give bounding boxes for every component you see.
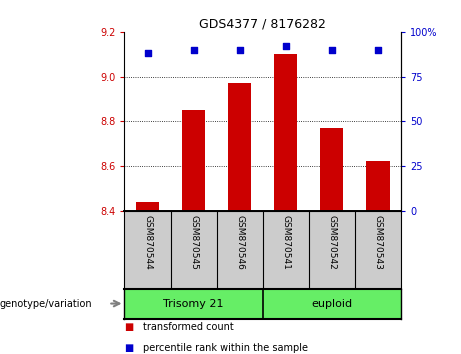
Text: GSM870544: GSM870544 (143, 215, 152, 269)
Bar (274, 54, 297, 211)
Text: percentile rank within the sample: percentile rank within the sample (143, 343, 308, 353)
Point (374, 47, 382, 53)
Point (144, 51, 151, 56)
Text: GSM870543: GSM870543 (373, 215, 383, 269)
Bar (228, 83, 251, 211)
Bar (366, 161, 390, 211)
Bar (182, 110, 205, 211)
Text: ■: ■ (124, 322, 134, 332)
Text: ■: ■ (124, 343, 134, 353)
Text: genotype/variation: genotype/variation (0, 298, 93, 309)
Bar (320, 128, 343, 211)
Point (328, 47, 336, 53)
Text: transformed count: transformed count (143, 322, 234, 332)
Text: Trisomy 21: Trisomy 21 (163, 298, 224, 309)
Point (236, 47, 243, 53)
Point (190, 47, 197, 53)
Text: GSM870542: GSM870542 (327, 215, 337, 269)
Bar (136, 202, 159, 211)
Point (282, 43, 290, 49)
Text: GSM870546: GSM870546 (235, 215, 244, 269)
Text: GSM870541: GSM870541 (281, 215, 290, 269)
Text: GSM870545: GSM870545 (189, 215, 198, 269)
Text: euploid: euploid (311, 298, 353, 309)
Title: GDS4377 / 8176282: GDS4377 / 8176282 (199, 18, 326, 31)
